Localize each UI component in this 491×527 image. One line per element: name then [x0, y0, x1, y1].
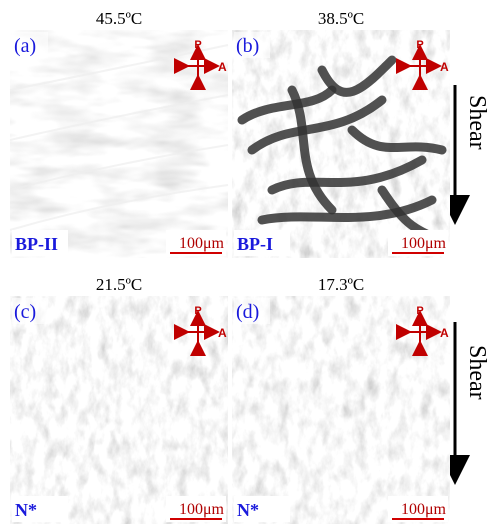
scale-bar-label: 100μm — [179, 501, 225, 518]
analyzer-label: A — [440, 326, 449, 340]
phase-label: N* — [237, 500, 259, 520]
temperature: 21.5ºC — [96, 275, 142, 294]
shear-label: Shear — [464, 345, 490, 400]
panel-label: (b) — [236, 35, 259, 57]
micrograph — [10, 296, 228, 524]
analyzer-label: A — [218, 60, 227, 74]
scale-bar-label: 100μm — [179, 235, 225, 252]
polarizer-label: P — [416, 39, 423, 51]
micrograph — [232, 296, 450, 524]
analyzer-label: A — [440, 60, 449, 74]
shear-label: Shear — [464, 95, 490, 150]
scale-bar-label: 100μm — [401, 235, 447, 252]
polarizer-label: P — [416, 305, 423, 317]
panel — [232, 30, 450, 258]
temperature: 45.5ºC — [96, 9, 142, 28]
scale-bar-label: 100μm — [401, 501, 447, 518]
panel — [10, 296, 228, 524]
figure: Shear Shear 45.5ºC (a) BP-II 100μm P A 38.5ºC (… — [0, 0, 491, 527]
temperature: 38.5ºC — [318, 9, 364, 28]
polarizer-label: P — [194, 39, 201, 51]
temperature: 17.3ºC — [318, 275, 364, 294]
phase-label: BP-II — [15, 234, 58, 254]
micrograph — [10, 30, 228, 258]
panel-label: (d) — [236, 301, 259, 323]
analyzer-label: A — [218, 326, 227, 340]
phase-label: BP-I — [237, 234, 273, 254]
polarizer-label: P — [194, 305, 201, 317]
panel-label: (a) — [14, 35, 36, 57]
panel — [10, 30, 228, 258]
panel — [232, 296, 450, 524]
phase-label: N* — [15, 500, 37, 520]
panel-label: (c) — [14, 301, 36, 323]
